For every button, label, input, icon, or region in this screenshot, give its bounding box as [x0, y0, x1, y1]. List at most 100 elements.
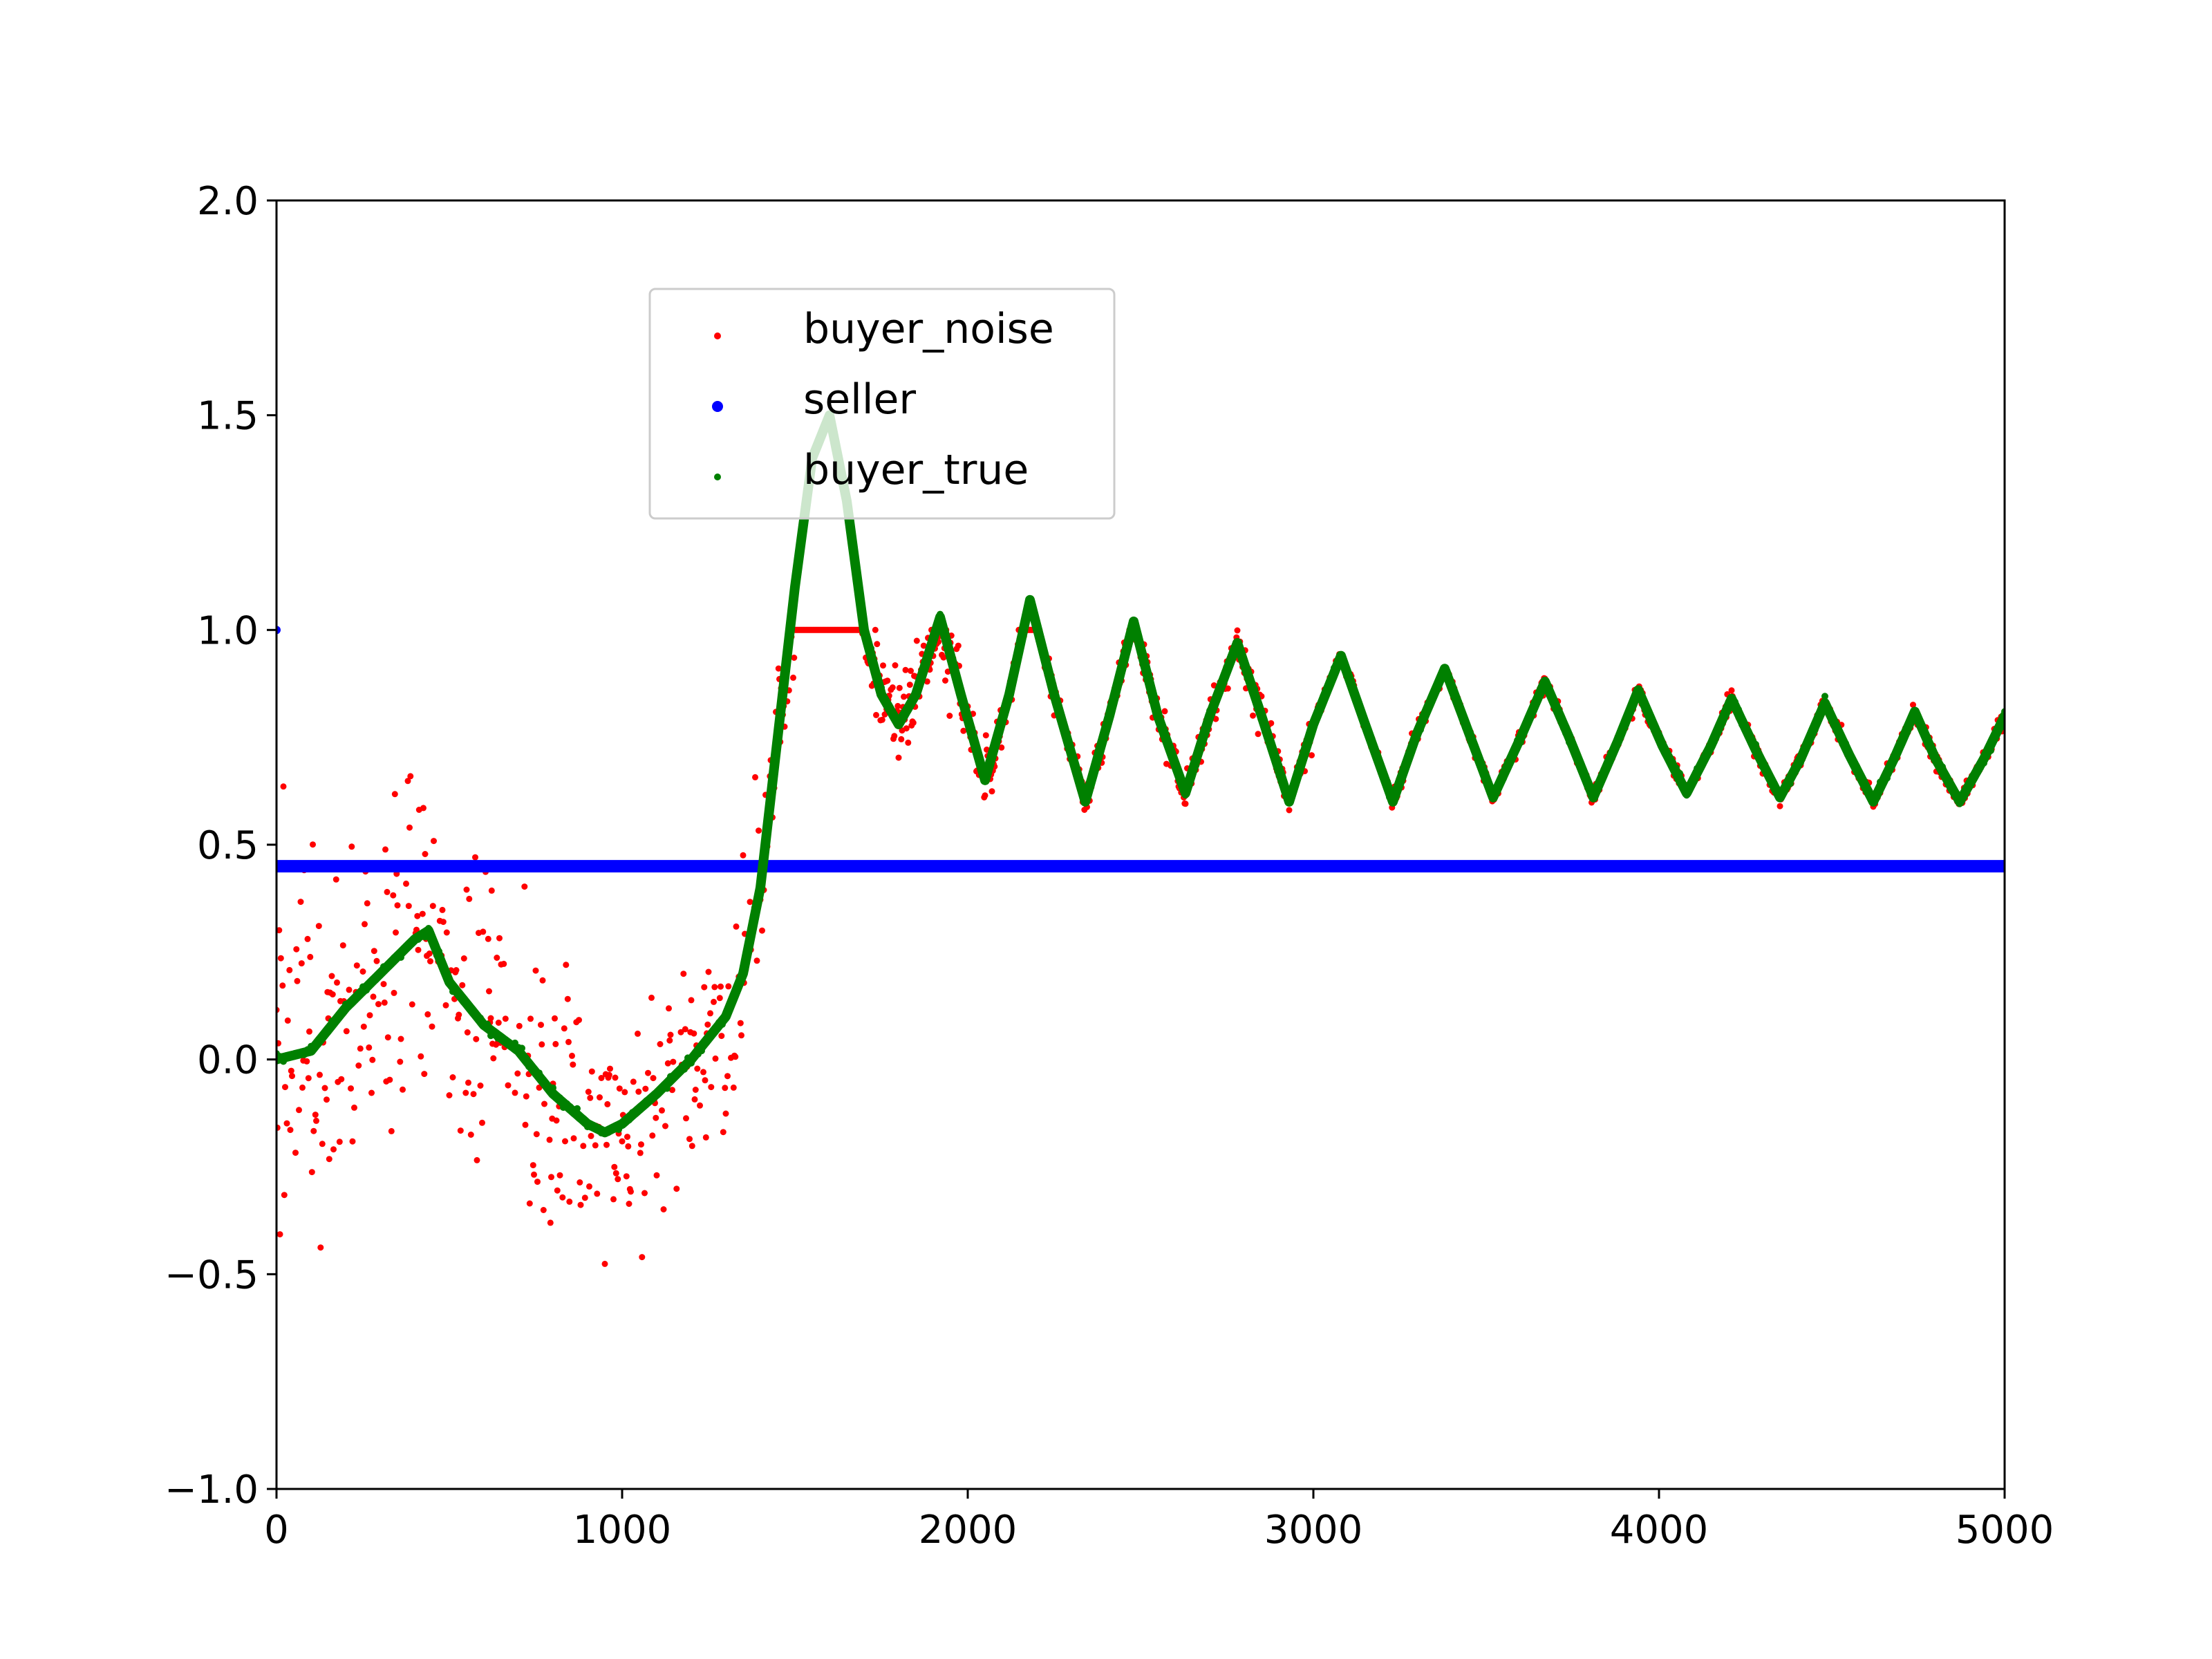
buyer-noise-point	[692, 1087, 699, 1093]
buyer-true-point	[1925, 739, 1932, 746]
buyer-true-point	[1120, 658, 1127, 666]
buyer-noise-point	[453, 967, 460, 973]
buyer-true-point	[1293, 780, 1300, 787]
buyer-true-point	[1341, 662, 1348, 668]
buyer-true-point	[387, 959, 394, 967]
buyer-true-point	[1590, 791, 1597, 799]
buyer-noise-point	[305, 1075, 312, 1082]
buyer-true-point	[536, 1069, 543, 1077]
buyer-true-point	[944, 639, 950, 647]
buyer-true-point	[1777, 795, 1783, 803]
buyer-noise-point	[920, 642, 927, 649]
legend-item-seller: seller	[712, 375, 916, 424]
buyer-noise-point	[653, 1114, 659, 1121]
buyer-noise-point	[898, 735, 905, 742]
buyer-true-point	[1445, 675, 1452, 682]
buyer-noise-point	[321, 1085, 328, 1091]
buyer-true-point	[1735, 706, 1742, 713]
buyer-true-point	[1759, 762, 1766, 770]
buyer-noise-point	[366, 1012, 373, 1019]
buyer-noise-point	[516, 1022, 523, 1029]
buyer-noise-point	[502, 1015, 509, 1022]
buyer-true-point	[1030, 611, 1037, 619]
buyer-true-point	[522, 1056, 529, 1064]
buyer-noise-point	[570, 1061, 577, 1068]
buyer-noise-point	[414, 912, 421, 919]
buyer-noise-point	[722, 1085, 729, 1091]
buyer-noise-point	[474, 1156, 480, 1163]
buyer-noise-point	[896, 684, 903, 691]
buyer-true-point	[477, 1014, 484, 1022]
buyer-true-line	[276, 410, 2005, 1138]
buyer-noise-point	[388, 1127, 395, 1134]
buyer-true-point	[1085, 787, 1092, 794]
buyer-noise-point	[565, 1038, 572, 1045]
buyer-true-point	[1248, 680, 1255, 688]
buyer-true-point	[1344, 669, 1351, 677]
buyer-true-point	[1175, 771, 1182, 778]
buyer-noise-point	[775, 665, 782, 672]
buyer-noise-point	[533, 1131, 540, 1138]
buyer-true-point	[1949, 784, 1956, 791]
buyer-noise-point	[880, 662, 886, 669]
buyer-true-point	[1348, 679, 1355, 686]
buyer-noise-point	[725, 983, 732, 990]
buyer-noise-point	[910, 720, 917, 727]
plot-frame	[275, 199, 2006, 1490]
legend-marker-buyer-noise	[714, 332, 721, 339]
buyer-true-point	[919, 668, 926, 675]
buyer-true-point	[1469, 737, 1476, 744]
buyer-true-point	[1234, 643, 1241, 650]
buyer-noise-point	[370, 993, 377, 1000]
buyer-true-point	[1828, 714, 1835, 721]
buyer-noise-point	[467, 1132, 474, 1138]
buyer-true-point	[1801, 747, 1808, 755]
buyer-true-point	[982, 776, 988, 783]
y-tick-label: 0.0	[197, 1038, 259, 1083]
buyer-true-point	[1251, 685, 1258, 693]
buyer-true-point	[1116, 669, 1123, 677]
buyer-noise-point	[488, 887, 495, 894]
buyer-true-point	[1808, 732, 1815, 740]
buyer-true-point	[1317, 702, 1324, 710]
buyer-noise-point	[449, 1074, 456, 1080]
buyer-true-point	[757, 888, 764, 895]
buyer-noise-point	[446, 1092, 453, 1098]
buyer-noise-point	[380, 981, 387, 988]
buyer-noise-point	[892, 662, 899, 668]
buyer-true-point	[1597, 778, 1604, 785]
buyer-noise-point	[585, 1089, 592, 1095]
buyer-true-point	[1410, 740, 1417, 747]
buyer-true-point	[1141, 659, 1147, 666]
buyer-noise-point	[587, 1094, 594, 1101]
buyer-noise-point	[740, 852, 747, 859]
buyer-noise-point	[592, 1142, 599, 1149]
buyer-true-point	[1282, 790, 1289, 798]
buyer-true-point	[1853, 764, 1859, 771]
buyer-true-point	[999, 713, 1006, 721]
buyer-noise-point	[339, 942, 346, 949]
buyer-true-point	[1953, 789, 1960, 796]
buyer-true-point	[1362, 722, 1369, 729]
buyer-noise-point	[680, 971, 687, 977]
buyer-noise-point	[902, 666, 909, 673]
buyer-true-point	[1510, 749, 1517, 757]
buyer-noise-point	[694, 1065, 701, 1072]
legend-label-buyer-noise: buyer_noise	[803, 305, 1054, 353]
buyer-true-point	[747, 939, 753, 946]
buyer-noise-point	[308, 1169, 315, 1176]
buyer-true-point	[1452, 691, 1459, 699]
buyer-noise-point	[580, 1143, 587, 1150]
buyer-true-point	[1168, 753, 1175, 760]
buyer-noise-point	[348, 843, 355, 850]
buyer-noise-point	[538, 1022, 544, 1029]
buyer-true-point	[1642, 702, 1649, 710]
buyer-noise-point	[473, 1035, 480, 1042]
buyer-noise-point	[982, 792, 988, 799]
buyer-noise-point	[386, 1076, 393, 1083]
buyer-noise-point	[903, 725, 910, 732]
y-tick-label: 1.0	[197, 608, 259, 653]
buyer-true-point	[930, 640, 937, 648]
buyer-true-point	[1382, 778, 1389, 785]
y-tick-label: 2.0	[197, 179, 259, 224]
